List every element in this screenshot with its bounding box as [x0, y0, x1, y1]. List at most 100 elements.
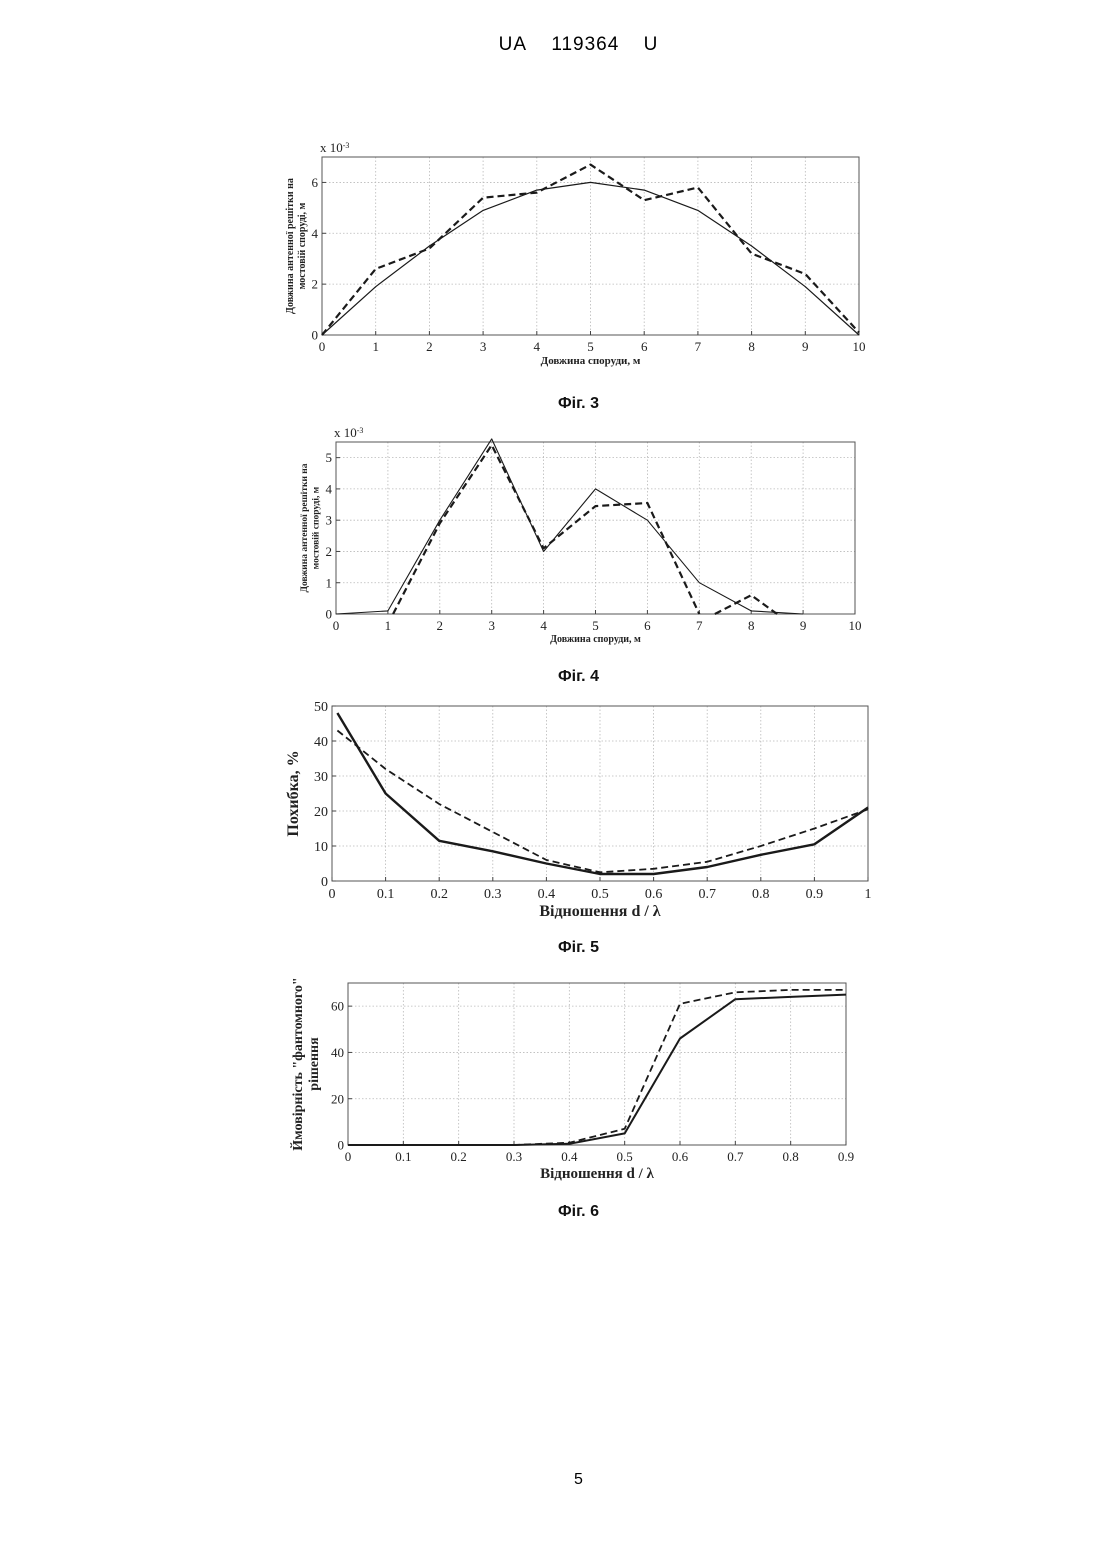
series-line-dashed — [337, 731, 868, 873]
x-tick-label: 0.8 — [752, 887, 770, 902]
x-tick-label: 0.3 — [506, 1149, 522, 1164]
patent-header: UA 119364 U — [0, 34, 1101, 56]
series-line-dashed — [393, 445, 699, 614]
figure-3-caption: Фіг. 3 — [0, 395, 1101, 413]
patent-kind: U — [644, 34, 659, 55]
y-tick-label: 1 — [326, 575, 333, 590]
x-tick-label: 9 — [802, 339, 809, 354]
patent-number: 119364 — [551, 34, 619, 55]
figure-4-caption: Фіг. 4 — [0, 668, 1101, 686]
x-tick-label: 0.7 — [727, 1149, 744, 1164]
figure-6-caption: Фіг. 6 — [0, 1203, 1101, 1221]
x-tick-label: 4 — [540, 618, 547, 633]
page-number: 5 — [0, 1471, 1101, 1489]
x-tick-label: 7 — [696, 618, 703, 633]
y-tick-label: 5 — [326, 450, 333, 465]
x-tick-label: 10 — [853, 339, 866, 354]
patent-office: UA — [499, 34, 527, 55]
exponent-label: x 10-3 — [334, 425, 363, 440]
x-tick-label: 5 — [592, 618, 599, 633]
x-tick-label: 8 — [748, 339, 755, 354]
x-tick-label: 0.6 — [645, 887, 663, 902]
x-tick-label: 0.4 — [538, 887, 556, 902]
x-tick-label: 0.2 — [430, 887, 448, 902]
series-line-solid — [348, 995, 846, 1145]
x-tick-label: 0.5 — [617, 1149, 633, 1164]
x-tick-label: 0.6 — [672, 1149, 689, 1164]
x-tick-label: 0.1 — [377, 887, 395, 902]
x-axis-label: Довжина споруди, м — [550, 634, 641, 645]
figure-3-chart: 0123456789100246x 10-3Довжина споруди, м… — [0, 140, 1101, 380]
x-tick-label: 0.9 — [806, 887, 824, 902]
x-axis-label: Довжина споруди, м — [541, 355, 641, 367]
y-tick-label: 3 — [326, 513, 333, 528]
y-tick-label: 4 — [312, 226, 319, 241]
exponent-power: -3 — [343, 141, 350, 150]
figure-5-chart: 00.10.20.30.40.50.60.70.80.9101020304050… — [0, 695, 1101, 935]
x-tick-label: 2 — [426, 339, 433, 354]
x-tick-label: 3 — [488, 618, 495, 633]
x-tick-label: 8 — [748, 618, 755, 633]
exponent-label: x 10-3 — [320, 140, 349, 155]
x-tick-label: 5 — [587, 339, 594, 354]
y-axis-label: рішення — [307, 1037, 322, 1091]
series-line-dashed — [322, 165, 859, 335]
y-tick-label: 20 — [331, 1091, 344, 1106]
y-axis-label: Довжина антенної решітки на — [299, 463, 310, 592]
y-axis-label: мостовій споруді, м — [311, 486, 322, 569]
x-tick-label: 4 — [534, 339, 541, 354]
grid-lines — [332, 706, 868, 881]
grid-lines — [348, 983, 846, 1145]
figure-4-chart: 012345678910012345x 10-3Довжина споруди,… — [0, 425, 1101, 655]
y-tick-label: 20 — [314, 805, 328, 820]
y-tick-label: 0 — [321, 875, 328, 890]
y-tick-label: 4 — [326, 481, 333, 496]
grid-lines — [336, 442, 855, 614]
x-tick-label: 0.1 — [395, 1149, 411, 1164]
figure-6-chart: 00.10.20.30.40.50.60.70.80.90204060Відно… — [0, 975, 1101, 1190]
y-tick-label: 10 — [314, 840, 328, 855]
y-axis-label: мостовій споруді, м — [297, 202, 308, 289]
y-tick-label: 40 — [314, 735, 328, 750]
x-tick-label: 7 — [695, 339, 702, 354]
y-tick-label: 2 — [326, 544, 333, 559]
x-tick-label: 1 — [385, 618, 392, 633]
x-tick-label: 0 — [319, 339, 326, 354]
x-tick-label: 2 — [437, 618, 444, 633]
x-tick-label: 0.8 — [783, 1149, 799, 1164]
x-axis-label: Відношення d / λ — [540, 1166, 654, 1182]
x-tick-label: 0.5 — [591, 887, 609, 902]
series-line-dashed — [715, 595, 777, 614]
figure-5-caption: Фіг. 5 — [0, 939, 1101, 957]
plot-frame — [348, 983, 846, 1145]
x-tick-label: 0.9 — [838, 1149, 854, 1164]
y-tick-label: 50 — [314, 700, 328, 715]
x-tick-label: 0.3 — [484, 887, 502, 902]
y-tick-label: 0 — [326, 607, 333, 622]
x-axis-label: Відношення d / λ — [539, 903, 660, 920]
x-tick-label: 6 — [641, 339, 648, 354]
y-tick-label: 0 — [338, 1138, 345, 1153]
x-tick-label: 0.4 — [561, 1149, 578, 1164]
x-tick-label: 3 — [480, 339, 487, 354]
y-axis-label: Довжина антенної решітки на — [285, 178, 296, 314]
grid-lines — [322, 157, 859, 335]
y-tick-label: 60 — [331, 999, 344, 1014]
x-tick-label: 0 — [333, 618, 340, 633]
y-tick-label: 40 — [331, 1045, 344, 1060]
y-tick-label: 30 — [314, 770, 328, 785]
x-tick-label: 0 — [345, 1149, 352, 1164]
x-tick-label: 10 — [849, 618, 862, 633]
y-tick-label: 6 — [312, 175, 319, 190]
y-axis-label: Ймовірність "фантомного" — [289, 977, 306, 1150]
y-tick-label: 0 — [312, 328, 319, 343]
x-tick-label: 6 — [644, 618, 651, 633]
x-tick-label: 0 — [329, 887, 336, 902]
x-tick-label: 1 — [865, 887, 872, 902]
y-tick-label: 2 — [312, 277, 319, 292]
x-tick-label: 9 — [800, 618, 807, 633]
x-tick-label: 0.7 — [698, 887, 716, 902]
y-axis-label: Похибка, % — [285, 750, 302, 836]
exponent-power: -3 — [357, 426, 364, 435]
series-line-solid — [337, 713, 868, 874]
